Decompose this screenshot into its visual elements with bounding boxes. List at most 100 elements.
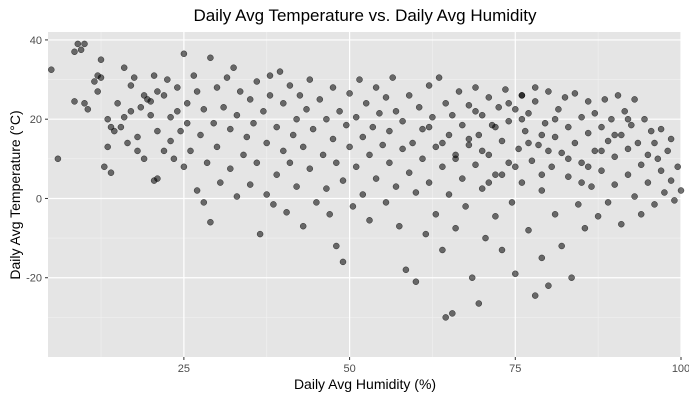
data-point <box>611 153 618 161</box>
data-point <box>505 100 512 107</box>
data-point <box>621 108 628 115</box>
data-point <box>667 177 675 184</box>
data-point <box>220 104 227 111</box>
data-point <box>449 310 456 317</box>
data-point <box>263 191 270 198</box>
data-point <box>362 100 370 107</box>
data-point <box>538 254 546 262</box>
data-point <box>608 115 615 123</box>
data-point <box>498 171 506 178</box>
data-point <box>399 117 406 125</box>
data-point <box>273 171 280 178</box>
data-point <box>459 175 466 182</box>
data-point <box>495 104 502 111</box>
data-point <box>94 88 101 95</box>
y-tick-label: -20 <box>26 273 42 285</box>
data-point <box>565 123 572 131</box>
data-point <box>227 125 234 133</box>
x-tick-label: 50 <box>343 363 355 375</box>
data-point <box>124 139 131 147</box>
data-point <box>117 123 125 131</box>
data-point <box>578 113 585 121</box>
data-point <box>203 159 211 167</box>
data-point <box>425 82 433 89</box>
data-point <box>120 64 128 71</box>
data-point <box>518 179 526 186</box>
data-point <box>190 72 198 79</box>
data-point <box>445 191 453 198</box>
data-point <box>452 224 459 232</box>
data-point <box>581 224 589 232</box>
data-point <box>518 92 526 99</box>
data-point <box>478 147 486 155</box>
data-point <box>276 68 284 75</box>
data-point <box>449 111 456 119</box>
data-point <box>210 119 217 127</box>
data-point <box>482 234 489 242</box>
data-point <box>657 167 665 174</box>
data-point <box>445 131 453 139</box>
data-point <box>379 141 386 149</box>
data-point <box>568 274 575 281</box>
data-point <box>628 121 635 129</box>
data-point <box>541 119 549 127</box>
data-point <box>548 163 555 171</box>
data-point <box>114 100 121 107</box>
data-point <box>584 129 592 137</box>
data-point <box>641 115 648 123</box>
data-point <box>661 189 668 196</box>
data-point <box>91 78 98 85</box>
data-point <box>439 163 446 171</box>
data-point <box>256 230 264 238</box>
data-point <box>654 155 662 163</box>
data-point <box>263 139 270 147</box>
data-point <box>432 211 440 218</box>
data-point <box>512 106 519 113</box>
data-point <box>167 113 174 121</box>
data-point <box>372 175 380 182</box>
data-point <box>207 218 214 226</box>
data-point <box>147 111 154 119</box>
data-point <box>326 211 333 218</box>
data-point <box>48 66 55 73</box>
data-point <box>260 108 267 115</box>
data-point <box>140 155 148 163</box>
data-point <box>343 121 350 129</box>
data-point <box>594 213 602 220</box>
data-point <box>382 199 390 206</box>
data-point <box>127 82 135 89</box>
data-point <box>631 193 638 200</box>
data-point <box>604 199 612 206</box>
data-point <box>183 119 191 127</box>
data-point <box>472 108 479 115</box>
data-point <box>452 155 459 163</box>
data-point <box>604 137 612 145</box>
data-point <box>508 199 516 206</box>
data-point <box>528 157 536 165</box>
data-point <box>465 102 473 109</box>
data-point <box>512 270 519 278</box>
data-point <box>296 92 304 99</box>
data-point <box>624 171 632 178</box>
data-point <box>671 197 678 204</box>
data-point <box>104 115 111 123</box>
data-point <box>601 96 609 103</box>
data-point <box>253 78 261 85</box>
data-point <box>674 163 681 171</box>
data-point <box>598 123 605 131</box>
data-point <box>531 98 539 105</box>
data-point <box>565 155 572 163</box>
data-point <box>376 110 383 117</box>
data-point <box>386 159 393 167</box>
data-point <box>412 278 420 285</box>
data-point <box>558 149 565 157</box>
data-point <box>657 125 665 133</box>
data-point <box>647 127 655 135</box>
data-point <box>561 94 569 101</box>
data-point <box>584 98 592 105</box>
data-point <box>193 88 201 95</box>
data-point <box>518 115 526 123</box>
data-point <box>97 74 105 81</box>
x-axis-ticks: 25 50 75 100 <box>178 357 689 375</box>
